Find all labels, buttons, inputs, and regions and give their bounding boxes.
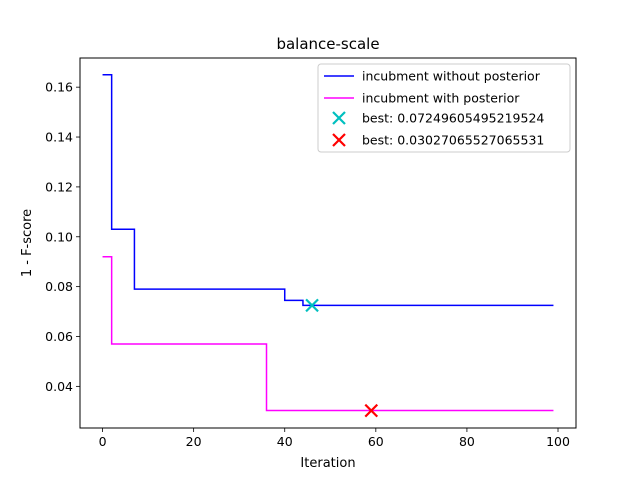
legend-label-1: incubment with posterior <box>362 91 520 106</box>
y-tick-label: 0.08 <box>45 279 73 294</box>
x-axis: 0 20 40 60 80 100 <box>99 428 570 449</box>
legend: incubment without posterior incubment wit… <box>317 63 571 153</box>
x-tick-label: 100 <box>546 434 570 449</box>
y-tick-label: 0.12 <box>45 179 73 194</box>
series-line-1 <box>102 255 554 412</box>
legend-box <box>317 63 571 153</box>
y-tick-label: 0.06 <box>45 329 73 344</box>
y-tick-label: 0.14 <box>45 130 73 145</box>
legend-marker-label-0: best: 0.07249605495219524 <box>362 111 544 126</box>
x-tick-label: 0 <box>99 434 107 449</box>
x-axis-label: Iteration <box>300 456 355 471</box>
series-line-0 <box>102 73 554 307</box>
x-tick-label: 20 <box>186 434 202 449</box>
legend-label-0: incubment without posterior <box>362 69 541 84</box>
plot-area <box>102 73 554 418</box>
y-axis: 0.04 0.06 0.08 0.10 0.12 0.14 0.16 <box>45 80 80 394</box>
y-tick-label: 0.16 <box>45 80 73 95</box>
best-marker-1 <box>364 403 379 418</box>
plot-frame <box>79 57 577 429</box>
x-tick-label: 60 <box>368 434 384 449</box>
legend-marker-0 <box>332 111 346 125</box>
y-tick-label: 0.10 <box>45 229 73 244</box>
x-tick-label: 80 <box>459 434 475 449</box>
legend-marker-label-1: best: 0.03027065527065531 <box>362 133 544 148</box>
chart-title: balance-scale <box>276 35 379 53</box>
y-axis-label: 1 - F-score <box>20 209 35 277</box>
best-marker-0 <box>305 298 319 313</box>
legend-marker-1 <box>332 133 346 147</box>
y-tick-label: 0.04 <box>45 379 73 394</box>
x-tick-label: 40 <box>277 434 293 449</box>
